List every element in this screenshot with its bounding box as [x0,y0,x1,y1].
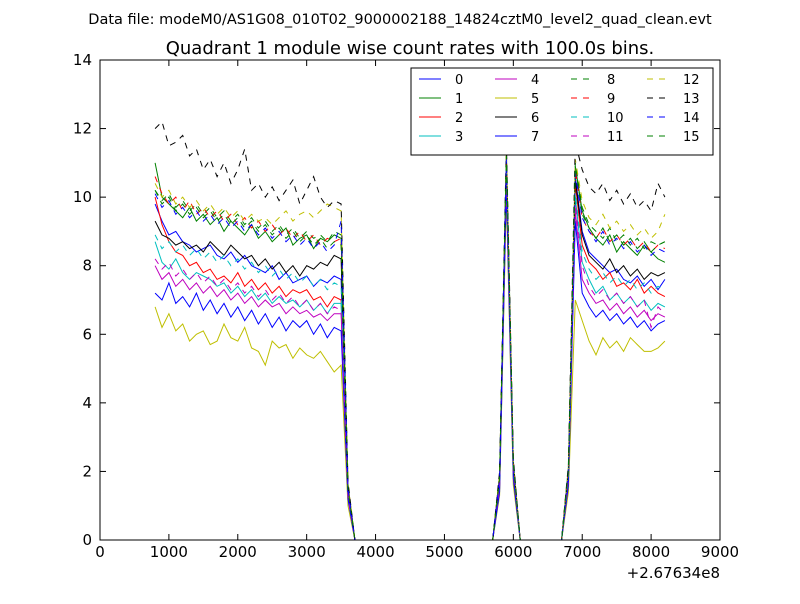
series-9-line [154,155,666,541]
legend-label-9: 9 [607,92,615,107]
y-tick-label: 8 [82,257,92,275]
x-tick-label: 7000 [563,543,601,561]
series-15-line [154,155,666,541]
legend-label-6: 6 [531,111,539,126]
axes-frame [99,59,721,541]
legend-label-15: 15 [683,130,700,145]
series-1-line [154,152,666,541]
y-tick-label: 6 [82,325,92,343]
y-tick-label: 14 [73,51,92,69]
series-13-line [154,120,666,541]
x-tick-label: 2000 [219,543,257,561]
series-layer [154,120,666,541]
legend-label-5: 5 [531,92,539,107]
legend-label-3: 3 [455,130,463,145]
legend-label-0: 0 [455,73,463,88]
y-tick-label: 2 [82,462,92,480]
legend-label-13: 13 [683,92,700,107]
series-0-line [154,162,666,541]
y-tick-label: 10 [73,188,92,206]
legend-label-2: 2 [455,111,463,126]
x-tick-label: 6000 [494,543,532,561]
legend-label-11: 11 [607,130,624,145]
x-offset-label: +2.67634e8 [627,564,720,582]
x-tick-label: 9000 [701,543,739,561]
y-tick-label: 0 [82,531,92,549]
legend-label-7: 7 [531,130,539,145]
x-tick-label: 3000 [288,543,326,561]
x-tick-label: 4000 [356,543,394,561]
series-3-line [154,173,666,541]
series-8-line [154,155,666,541]
legend-label-12: 12 [683,73,700,88]
y-tick-label: 4 [82,394,92,412]
series-4-line [154,179,666,541]
x-tick-label: 0 [95,543,105,561]
y-tick-label: 12 [73,120,92,138]
x-tick-label: 1000 [150,543,188,561]
x-tick-label: 8000 [632,543,670,561]
ticks-layer: 0 1000 2000 3000 4000 5000 6000 7000 8000 9000 0 2 4… [73,51,739,561]
legend-label-1: 1 [455,92,463,107]
legend-box [410,67,714,156]
chart-title: Quadrant 1 module wise count rates with … [166,38,655,59]
legend-label-14: 14 [683,111,700,126]
legend-label-8: 8 [607,73,615,88]
series-12-line [154,152,666,541]
series-11-line [154,176,666,541]
suptitle: Data file: modeM0/AS1G08_010T02_90000021… [88,12,712,28]
legend-label-10: 10 [607,111,624,126]
series-7-line [154,186,666,541]
legend-label-4: 4 [531,73,539,88]
x-tick-label: 5000 [425,543,463,561]
